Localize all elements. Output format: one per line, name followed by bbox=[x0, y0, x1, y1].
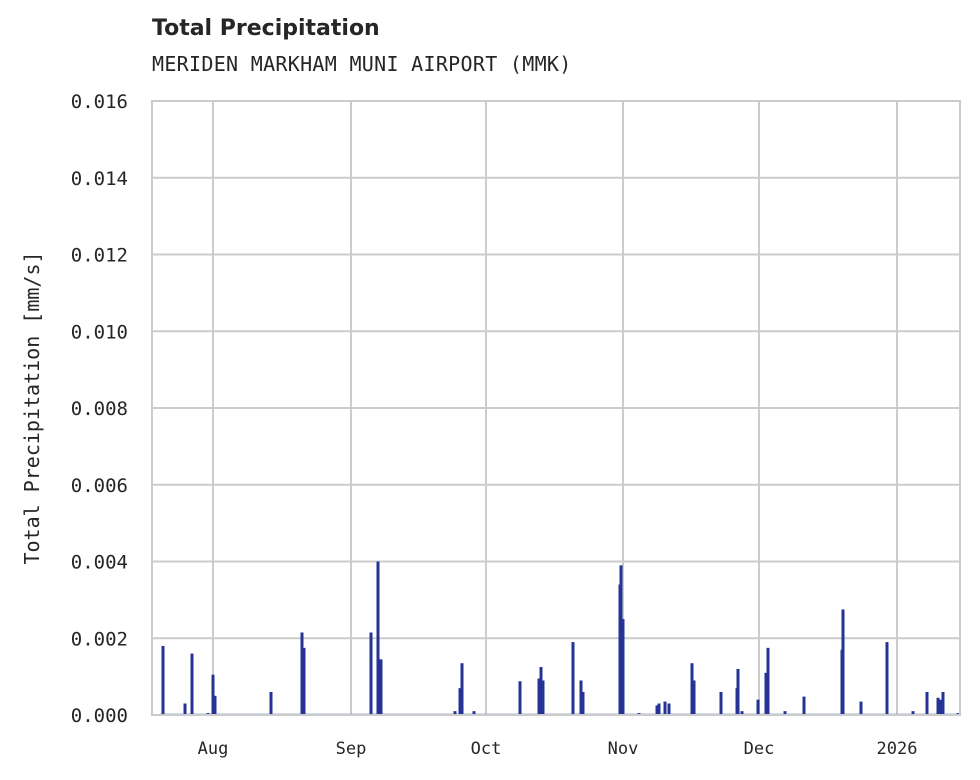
x-tick-label: Dec bbox=[744, 739, 775, 759]
plot-frame bbox=[151, 100, 961, 716]
precip-bar bbox=[369, 632, 373, 715]
precip-bar bbox=[472, 711, 476, 715]
precip-bar bbox=[756, 699, 760, 715]
x-tick-label: Aug bbox=[198, 739, 229, 759]
y-tick-label: 0.008 bbox=[71, 398, 128, 420]
precip-bar bbox=[941, 691, 945, 715]
precip-bar bbox=[213, 695, 217, 715]
y-tick-label: 0.000 bbox=[71, 705, 128, 727]
precip-bar bbox=[211, 674, 215, 715]
precip-bar bbox=[460, 663, 464, 715]
precip-bar bbox=[453, 711, 457, 715]
precip-bar bbox=[581, 691, 585, 715]
precip-bar bbox=[379, 659, 383, 715]
x-axis-ticks: Aug Sep Oct Nov Dec 2026 bbox=[198, 739, 918, 759]
precip-bar bbox=[667, 703, 671, 715]
precip-bar bbox=[859, 701, 863, 715]
x-tick-label: 2026 bbox=[877, 739, 918, 759]
precip-bar bbox=[766, 647, 770, 715]
y-tick-label: 0.006 bbox=[71, 475, 128, 497]
precip-bar bbox=[690, 663, 694, 715]
precip-bar bbox=[376, 561, 380, 715]
precip-bar bbox=[841, 609, 845, 715]
precip-bar bbox=[736, 668, 740, 715]
y-tick-label: 0.002 bbox=[71, 628, 128, 650]
precip-bar bbox=[183, 703, 187, 715]
precip-bar bbox=[579, 680, 583, 715]
precip-bar bbox=[518, 681, 522, 715]
precip-bar bbox=[621, 619, 625, 715]
chart-subtitle: MERIDEN MARKHAM MUNI AIRPORT (MMK) bbox=[152, 52, 572, 76]
y-tick-label: 0.016 bbox=[71, 91, 128, 113]
x-tick-label: Oct bbox=[471, 739, 502, 759]
precip-bar bbox=[190, 653, 194, 715]
precip-bar bbox=[537, 678, 541, 715]
precip-bar bbox=[269, 691, 273, 715]
precip-bar bbox=[719, 691, 723, 715]
precip-bar bbox=[458, 688, 462, 715]
precip-bar bbox=[619, 565, 623, 715]
precip-bar bbox=[161, 645, 165, 715]
y-tick-label: 0.010 bbox=[71, 321, 128, 343]
x-tick-label: Nov bbox=[608, 739, 639, 759]
precip-bar bbox=[541, 680, 545, 715]
precip-bar bbox=[539, 667, 543, 715]
precip-bar bbox=[925, 691, 929, 715]
precip-bar bbox=[783, 711, 787, 715]
precip-bar bbox=[802, 696, 806, 715]
precip-bar bbox=[571, 642, 575, 715]
precip-bar bbox=[764, 672, 768, 715]
y-axis-ticks: 0.000 0.002 0.004 0.006 0.008 0.010 0.012 0.014… bbox=[71, 91, 128, 727]
chart-title: Total Precipitation bbox=[152, 16, 380, 41]
precip-bar bbox=[300, 632, 304, 715]
precip-bar bbox=[911, 711, 915, 715]
precip-bar bbox=[655, 705, 659, 715]
y-tick-label: 0.004 bbox=[71, 552, 128, 574]
precip-bar bbox=[657, 703, 661, 715]
y-tick-label: 0.014 bbox=[71, 168, 128, 190]
x-tick-label: Sep bbox=[336, 739, 367, 759]
precip-bar bbox=[692, 680, 696, 715]
precip-bar bbox=[938, 699, 942, 715]
precip-bar bbox=[302, 647, 306, 715]
precip-bar bbox=[885, 642, 889, 715]
gridlines bbox=[152, 100, 960, 716]
precip-bar bbox=[936, 697, 940, 715]
y-tick-label: 0.012 bbox=[71, 245, 128, 267]
precip-bar bbox=[740, 711, 744, 715]
precip-bar bbox=[663, 701, 667, 715]
